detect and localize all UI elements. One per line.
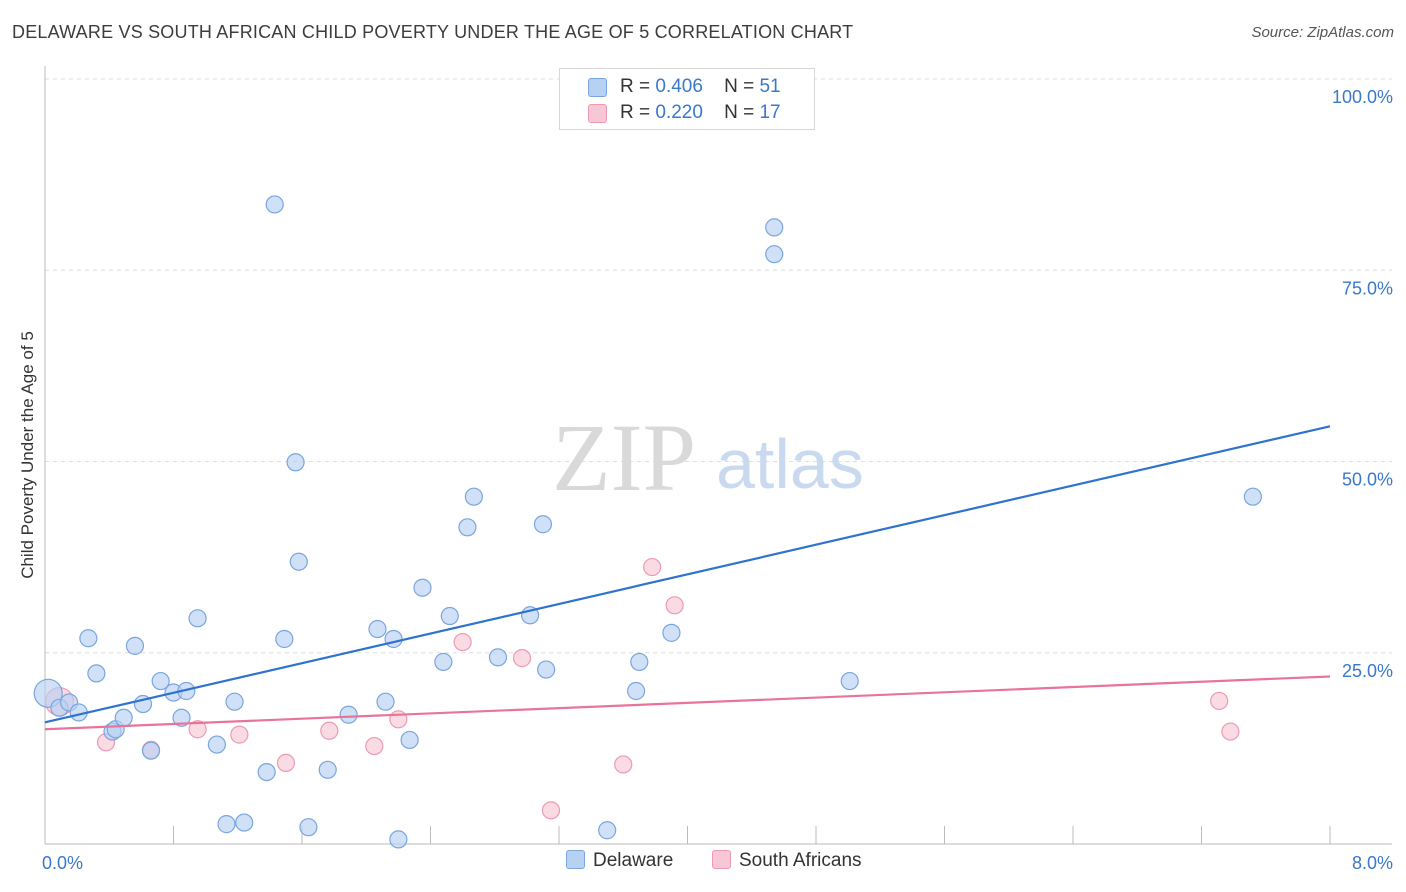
- delaware-point: [464, 487, 483, 506]
- delaware-point: [389, 830, 408, 849]
- watermark: ZIP atlas: [552, 404, 864, 511]
- delaware-point: [172, 708, 191, 727]
- delaware-point: [384, 629, 403, 649]
- south-africans-point: [512, 649, 532, 668]
- south-africans-point: [320, 721, 339, 740]
- legend-item-delaware: Delaware: [566, 850, 673, 872]
- delaware-legend-swatch: [566, 850, 585, 869]
- legend-item-south-africans: South Africans: [712, 850, 862, 872]
- south-africans-point: [1210, 691, 1229, 711]
- delaware-point: [598, 821, 617, 840]
- n-label: N =: [724, 76, 755, 97]
- x-tick-label: 8.0%: [1352, 853, 1393, 873]
- legend-label-delaware: Delaware: [593, 850, 674, 871]
- delaware-point: [299, 818, 318, 837]
- delaware-point: [289, 552, 308, 571]
- delaware-point: [286, 453, 305, 472]
- south-africans-point: [643, 557, 662, 577]
- watermark-atlas: atlas: [716, 425, 864, 503]
- y-axis-label: Child Poverty Under the Age of 5: [18, 331, 37, 579]
- delaware-point: [413, 578, 432, 597]
- delaware-point: [1243, 487, 1263, 506]
- n-value: 51: [759, 76, 781, 97]
- y-tick-label: 100.0%: [1332, 87, 1393, 107]
- delaware-point: [188, 609, 207, 628]
- stats-legend: R = 0.406 N = 51 R = 0.220 N = 17: [559, 68, 815, 130]
- r-label: R =: [620, 102, 651, 123]
- delaware-point: [458, 518, 477, 537]
- delaware-point: [275, 629, 294, 649]
- delaware-point: [225, 692, 244, 711]
- south-africans-point: [230, 725, 249, 744]
- delaware-point: [151, 671, 170, 691]
- delaware-point: [765, 245, 784, 264]
- delaware-point: [488, 648, 508, 667]
- n-label: N =: [724, 102, 755, 123]
- delaware-point: [537, 660, 556, 679]
- delaware-point: [125, 636, 145, 655]
- south-africans-point: [614, 755, 633, 774]
- watermark-zip: ZIP: [552, 404, 696, 511]
- south-africans-trend-line: [44, 675, 1331, 731]
- y-tick-label: 25.0%: [1342, 661, 1393, 681]
- delaware-point: [318, 760, 337, 779]
- n-value: 17: [759, 102, 781, 123]
- delaware-point: [662, 623, 681, 642]
- delaware-point: [217, 815, 236, 834]
- south-africans-point: [1221, 722, 1240, 741]
- delaware-point: [207, 735, 226, 754]
- south-africans-legend-swatch: [712, 850, 731, 869]
- delaware-point: [630, 652, 649, 672]
- legend-label-south-africans: South Africans: [739, 850, 862, 871]
- delaware-point: [533, 515, 553, 534]
- delaware-point: [626, 681, 646, 701]
- delaware-point: [376, 692, 395, 711]
- delaware-points: [33, 195, 1263, 849]
- tick-labels: 100.0% 75.0% 50.0% 25.0% 0.0% 8.0%: [42, 87, 1393, 873]
- chart-title: DELAWARE VS SOUTH AFRICAN CHILD POVERTY …: [12, 22, 854, 42]
- delaware-point: [434, 652, 453, 672]
- delaware-point: [400, 730, 419, 750]
- y-tick-label: 50.0%: [1342, 470, 1393, 490]
- delaware-point: [87, 664, 106, 683]
- south-africans-point: [365, 736, 384, 756]
- r-label: R =: [620, 76, 651, 97]
- delaware-point: [840, 671, 859, 691]
- delaware-point: [114, 708, 133, 727]
- south-africans-point: [188, 720, 207, 739]
- south-africans-swatch: [588, 104, 607, 123]
- delaware-point: [765, 218, 784, 237]
- south-africans-point: [389, 710, 408, 729]
- delaware-point: [265, 195, 284, 214]
- x-tick-label: 0.0%: [42, 853, 83, 873]
- delaware-point: [141, 741, 161, 760]
- delaware-swatch: [588, 78, 607, 97]
- delaware-point: [257, 762, 276, 782]
- south-africans-point: [665, 596, 684, 615]
- south-africans-point: [276, 753, 296, 773]
- y-tick-label: 75.0%: [1342, 278, 1393, 298]
- delaware-trend-line: [44, 425, 1331, 724]
- source-note: Source: ZipAtlas.com: [1251, 24, 1394, 41]
- delaware-point: [339, 705, 358, 724]
- r-value: 0.406: [655, 76, 703, 97]
- south-africans-point: [541, 801, 561, 820]
- axes: [44, 66, 1392, 845]
- delaware-point: [440, 606, 459, 626]
- delaware-point: [235, 813, 254, 832]
- south-africans-point: [453, 632, 472, 652]
- delaware-point: [79, 629, 98, 648]
- delaware-point: [368, 619, 387, 639]
- r-value: 0.220: [655, 102, 703, 123]
- trend-lines: [44, 425, 1331, 731]
